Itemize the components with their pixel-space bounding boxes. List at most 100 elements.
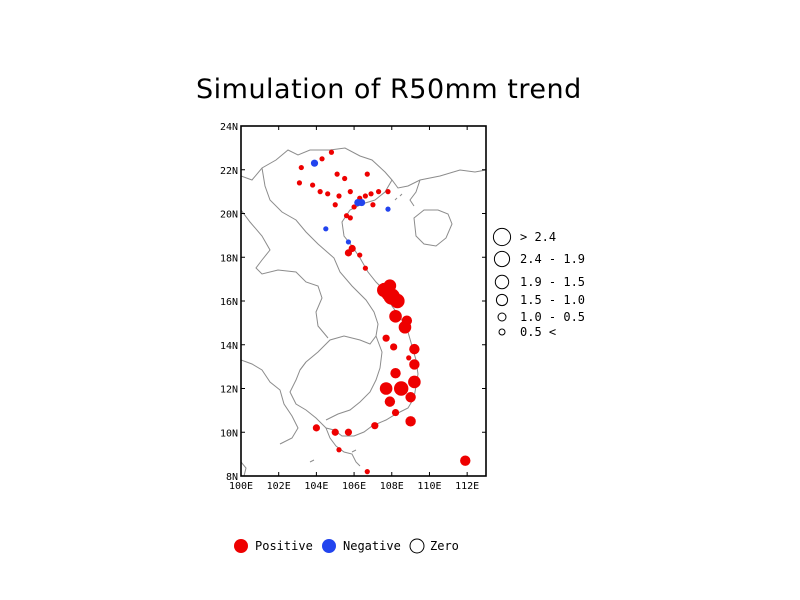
positive-trend-point (390, 343, 398, 351)
positive-trend-point (364, 469, 370, 475)
positive-trend-point (317, 189, 323, 195)
positive-trend-point (357, 252, 363, 258)
laos-border (261, 167, 379, 371)
thailand-border (241, 209, 329, 339)
lat-tick-label: 8N (226, 472, 238, 483)
lon-tick-label: 106E (342, 481, 366, 492)
positive-trend-point (370, 202, 376, 208)
leizhou-peninsula (409, 179, 421, 207)
positive-trend-point (385, 189, 391, 195)
lon-tick-label: 102E (267, 481, 291, 492)
positive-trend-point (362, 265, 368, 271)
size-legend-symbol (494, 274, 510, 290)
positive-trend-point (384, 396, 396, 407)
positive-trend-point (343, 213, 350, 219)
vietnam-coast (325, 179, 419, 467)
negative-trend-point (385, 206, 391, 212)
positive-trend-point (409, 343, 420, 355)
positive-trend-point (296, 180, 303, 186)
size-legend-symbol (493, 250, 511, 268)
positive-trend-point (362, 193, 368, 199)
positive-trend-point (381, 288, 395, 301)
negative-trend-point (323, 226, 329, 232)
size-legend-label: > 2.4 (520, 230, 556, 244)
positive-trend-point (390, 367, 401, 379)
data-points (296, 149, 471, 475)
size-legend: > 2.4 2.4 - 1.9 1.9 - 1.5 1.5 - 1.0 1.0 - 0.… (492, 227, 585, 339)
malay-coast (241, 461, 247, 476)
positive-trend-point (325, 191, 331, 197)
positive-trend-point (398, 320, 412, 334)
lat-tick-label: 14N (220, 341, 238, 352)
size-legend-symbol (492, 227, 512, 247)
size-legend-label: 2.4 - 1.9 (520, 252, 585, 266)
size-legend-label: 1.5 - 1.0 (520, 293, 585, 307)
lat-tick-label: 24N (220, 122, 238, 133)
lon-tick-label: 104E (304, 481, 328, 492)
axis-ticks: 100E 102E 104E 106E 108E 110E 112E 8N 10N 12N 14N 1… (220, 122, 486, 492)
size-legend-label: 1.9 - 1.5 (520, 275, 585, 289)
cambodia-border (289, 361, 327, 429)
zero-legend-symbol (409, 538, 425, 554)
positive-trend-point (389, 310, 402, 323)
negative-trend-point (345, 239, 352, 245)
china-border (241, 147, 486, 189)
thai-gulf-coast (241, 359, 299, 445)
cambodia-vietnam-border (325, 335, 383, 421)
positive-trend-point (348, 244, 356, 253)
positive-trend-point (379, 382, 393, 395)
positive-trend-point (344, 428, 353, 436)
lat-tick-label: 16N (220, 297, 238, 308)
negative-legend-label: Negative (343, 539, 401, 553)
positive-trend-point (408, 375, 421, 389)
positive-trend-point (334, 171, 340, 177)
positive-trend-point (336, 193, 342, 199)
positive-trend-point (331, 428, 339, 436)
negative-legend-symbol (322, 539, 336, 553)
lon-tick-label: 108E (380, 481, 404, 492)
positive-trend-point (393, 381, 409, 396)
negative-trend-point (310, 159, 319, 167)
lon-tick-label: 110E (417, 481, 441, 492)
positive-trend-point (390, 293, 405, 309)
islands (309, 193, 403, 463)
positive-trend-point (391, 408, 400, 417)
lon-tick-label: 112E (455, 481, 479, 492)
size-legend-symbol (497, 312, 507, 322)
positive-trend-point (328, 149, 335, 155)
positive-trend-point (364, 171, 370, 177)
positive-trend-point (312, 424, 320, 432)
hainan-island (413, 209, 453, 247)
positive-trend-point (382, 334, 390, 342)
map-title: Simulation of R50mm trend (196, 74, 582, 105)
positive-trend-point (319, 156, 325, 162)
size-legend-label: 0.5 < (520, 325, 556, 339)
positive-trend-point (375, 189, 382, 195)
positive-trend-point (371, 422, 379, 430)
positive-trend-point (332, 202, 338, 208)
positive-trend-point (351, 204, 357, 210)
positive-trend-point (409, 359, 420, 370)
lat-tick-label: 22N (220, 166, 238, 177)
lat-tick-label: 20N (220, 210, 238, 221)
zero-legend-label: Zero (430, 539, 459, 553)
size-legend-symbol (495, 293, 509, 307)
positive-trend-point (368, 191, 374, 197)
lat-tick-label: 12N (220, 385, 238, 396)
map-frame (240, 125, 487, 477)
positive-trend-point (347, 189, 353, 195)
positive-trend-point (405, 392, 416, 403)
color-legend: Positive Negative Zero (234, 538, 459, 554)
positive-trend-point (310, 182, 316, 188)
positive-legend-label: Positive (255, 539, 313, 553)
positive-trend-point (406, 355, 412, 361)
land-boundaries (241, 147, 486, 476)
positive-legend-symbol (234, 539, 248, 553)
lat-tick-label: 18N (220, 253, 238, 264)
size-legend-label: 1.0 - 0.5 (520, 310, 585, 324)
negative-trend-point (358, 198, 366, 207)
positive-trend-point (336, 447, 342, 453)
positive-trend-point (298, 164, 304, 171)
lon-tick-label: 100E (229, 481, 253, 492)
